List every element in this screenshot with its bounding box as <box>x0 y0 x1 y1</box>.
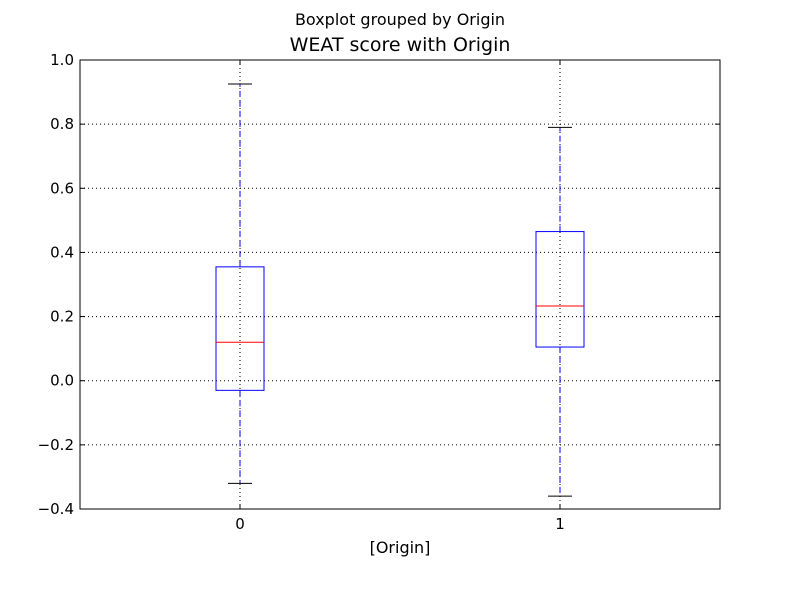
y-tick-label: 0.0 <box>50 372 74 390</box>
chart-suptitle: Boxplot grouped by Origin <box>294 10 506 29</box>
box-layer <box>215 83 585 497</box>
y-tick-label: 0.6 <box>50 179 74 197</box>
x-axis-label: [Origin] <box>369 538 431 557</box>
tick-layer: −0.4 −0.2 0.0 0.2 0.4 0.6 0.8 1.0 0 1 <box>38 51 720 533</box>
grid-layer <box>80 59 720 510</box>
x-tick-label: 0 <box>235 515 245 533</box>
chart-title: WEAT score with Origin <box>289 34 511 56</box>
iqr-box <box>535 231 585 348</box>
y-tick-label: −0.2 <box>38 436 74 454</box>
y-tick-label: −0.4 <box>38 500 74 518</box>
x-tick-label: 1 <box>555 515 565 533</box>
y-tick-label: 1.0 <box>50 51 74 69</box>
iqr-box <box>215 266 265 391</box>
y-tick-label: 0.2 <box>50 308 74 326</box>
y-tick-label: 0.8 <box>50 115 74 133</box>
axes-frame <box>79 59 721 510</box>
y-tick-label: 0.4 <box>50 243 74 261</box>
